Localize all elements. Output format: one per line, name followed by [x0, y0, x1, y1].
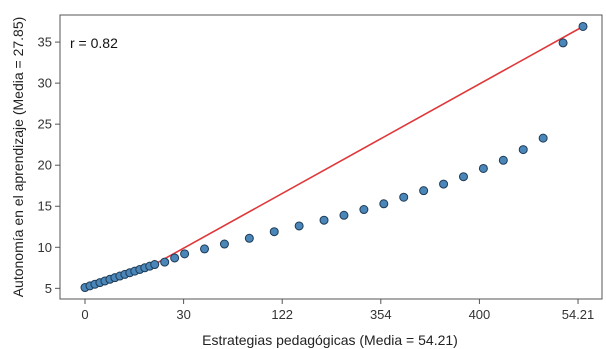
y-tick-label: 10: [38, 240, 52, 255]
data-point: [244, 233, 254, 243]
data-point: [419, 186, 429, 196]
x-tick-label: 354: [370, 307, 392, 322]
data-point: [219, 239, 229, 249]
y-axis: 5 10 15 20 25 30 35: [38, 35, 60, 296]
x-axis: 0 30 122 354 400 54.21: [81, 299, 594, 322]
data-point: [578, 21, 588, 31]
data-point: [439, 179, 449, 189]
x-tick-label: 30: [176, 307, 190, 322]
y-tick-label: 30: [38, 76, 52, 91]
data-point: [518, 145, 528, 155]
x-tick-label: 0: [81, 307, 88, 322]
y-axis-title: Autonomía en el aprendizaje (Media = 27.…: [10, 17, 26, 298]
data-point: [538, 133, 548, 143]
data-point: [180, 249, 190, 259]
data-point: [150, 260, 160, 270]
data-point: [319, 215, 329, 225]
x-tick-label: 400: [469, 307, 491, 322]
data-point: [200, 244, 210, 254]
plot-frame: [59, 14, 603, 300]
data-point: [379, 199, 389, 209]
y-tick-label: 25: [38, 117, 52, 132]
data-point: [359, 205, 369, 215]
x-tick-label: 54.21: [562, 307, 595, 322]
scatter-points: [80, 21, 588, 293]
y-tick-label: 35: [38, 35, 52, 50]
x-axis-title: Estrategias pedagógicas (Media = 54.21): [202, 332, 458, 348]
y-tick-label: 5: [45, 281, 52, 296]
correlation-annotation: r = 0.82: [70, 35, 118, 51]
data-point: [458, 172, 468, 182]
data-point: [294, 221, 304, 231]
data-point: [498, 155, 508, 165]
data-point: [160, 257, 170, 267]
data-point: [478, 163, 488, 173]
data-point: [399, 192, 409, 202]
y-tick-label: 15: [38, 199, 52, 214]
data-point: [558, 38, 568, 48]
data-point: [269, 227, 279, 237]
y-tick-label: 20: [38, 158, 52, 173]
data-point: [170, 253, 180, 263]
x-tick-label: 122: [271, 307, 293, 322]
regression-line: [84, 25, 584, 289]
data-point: [339, 210, 349, 220]
